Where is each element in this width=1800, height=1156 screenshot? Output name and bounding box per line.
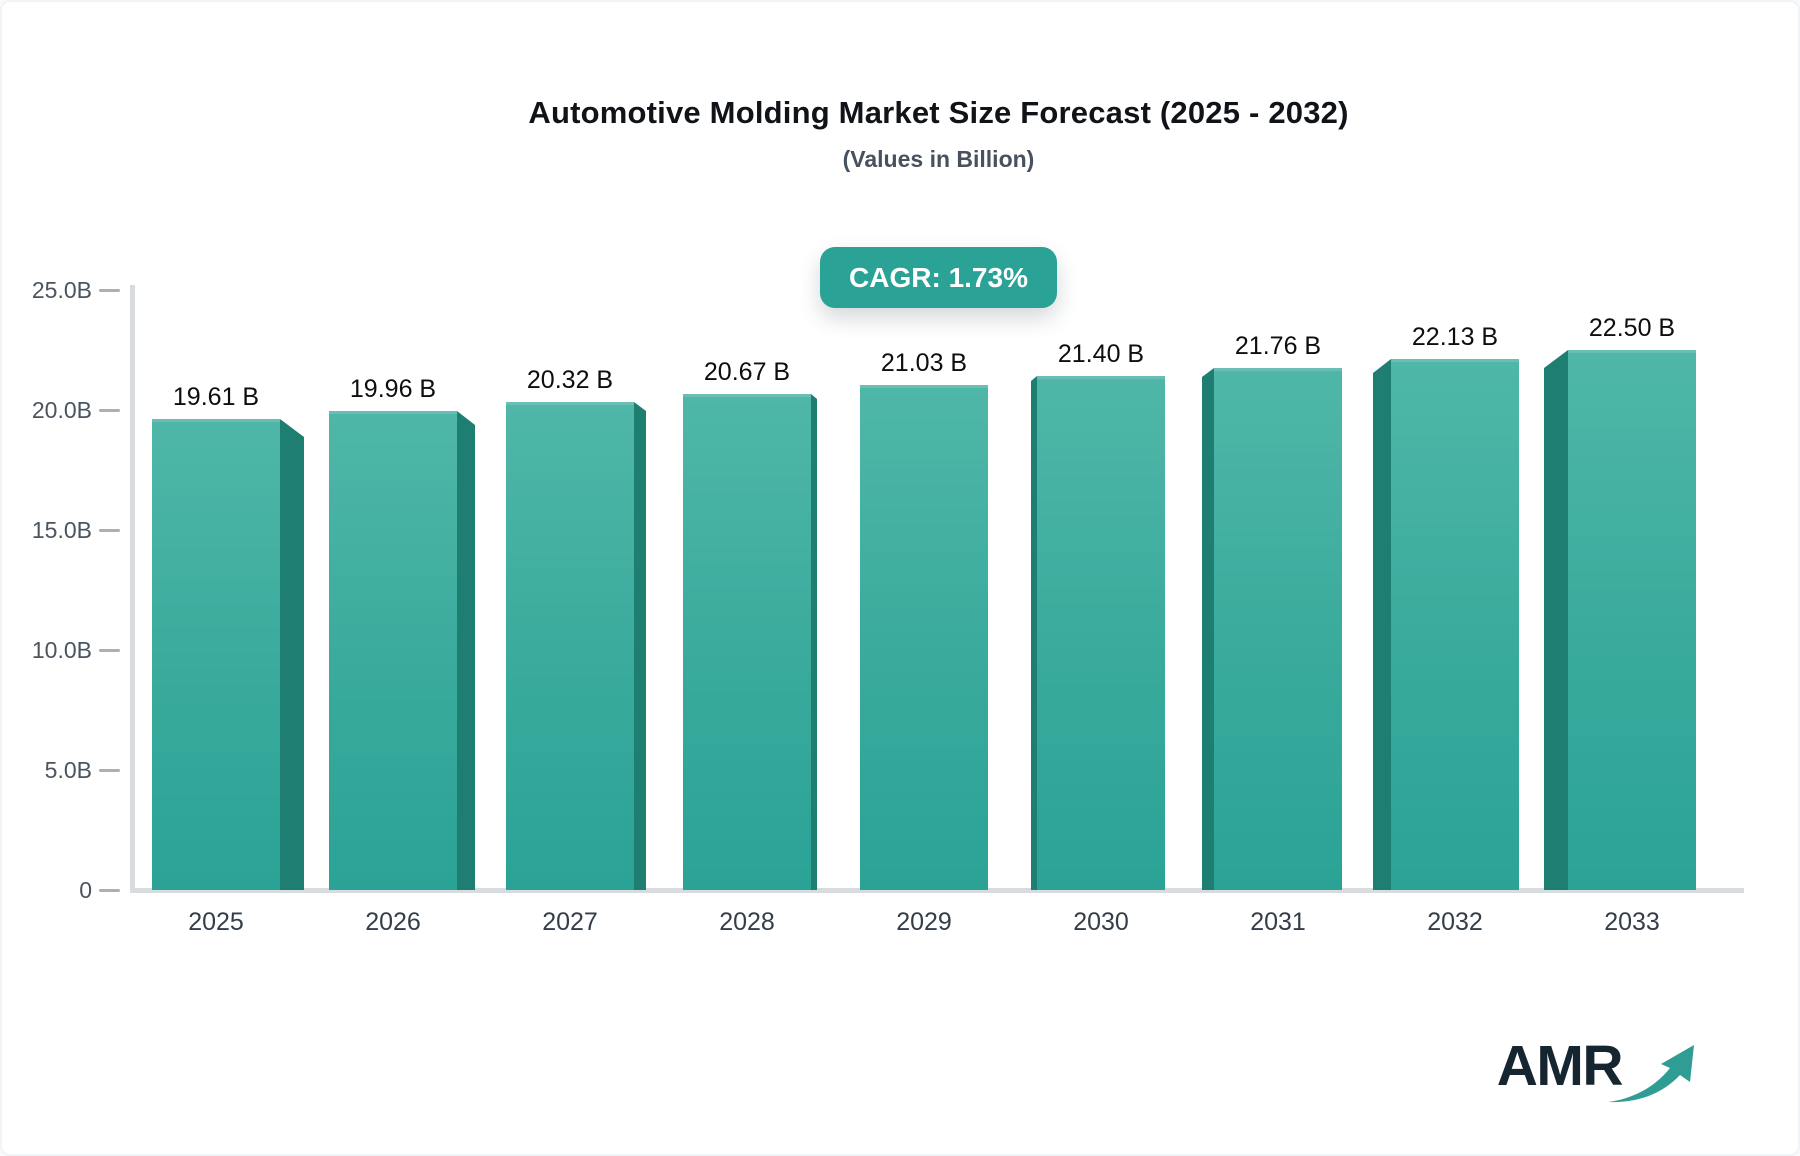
bar-value-label: 19.96 B — [349, 375, 437, 403]
x-axis-label: 2025 — [188, 908, 244, 936]
y-axis-tick-label: 5.0B — [44, 757, 92, 783]
y-axis-tick-mark — [99, 409, 120, 412]
y-axis-tick-label: 0 — [79, 877, 92, 903]
chart-subtitle: (Values in Billion) — [842, 146, 1035, 172]
x-axis-label: 2027 — [542, 908, 598, 936]
bar-value-label: 21.03 B — [880, 349, 968, 377]
bar-side-shade — [1544, 350, 1568, 890]
y-axis-tick-mark — [99, 289, 120, 292]
brand-logo-text: AMR — [1496, 1034, 1624, 1098]
x-axis-label: 2026 — [365, 908, 421, 936]
bar-side-shade — [1202, 368, 1214, 890]
bar-side-shade — [811, 394, 817, 890]
y-axis-tick-mark — [99, 889, 120, 892]
bar — [1037, 376, 1165, 890]
brand-logo: AMR — [1497, 1036, 1702, 1108]
bar-value-label: 21.40 B — [1057, 340, 1145, 368]
x-axis-label: 2032 — [1427, 908, 1483, 936]
bar — [1391, 359, 1519, 890]
bar — [683, 394, 811, 890]
chart-title: Automotive Molding Market Size Forecast … — [528, 95, 1349, 130]
bar-value-label: 19.61 B — [172, 383, 260, 411]
bar-side-shade — [1031, 376, 1037, 890]
x-axis-label: 2029 — [896, 908, 952, 936]
bar-value-label: 22.50 B — [1588, 314, 1676, 342]
bar — [506, 402, 634, 890]
bar-value-label: 21.76 B — [1234, 332, 1322, 360]
bar-value-label: 20.67 B — [703, 358, 791, 386]
bar — [152, 419, 280, 890]
y-axis-tick-label: 10.0B — [31, 637, 92, 663]
bar-side-shade — [280, 419, 304, 890]
cagr-badge: CAGR: 1.73% — [820, 247, 1057, 308]
bar-value-label: 22.13 B — [1411, 323, 1499, 351]
y-axis-tick-mark — [99, 649, 120, 652]
y-axis-tick-label: 20.0B — [31, 397, 92, 423]
bar — [860, 385, 988, 890]
bar-side-shade — [1373, 359, 1391, 890]
bar — [1214, 368, 1342, 890]
bar-side-shade — [457, 411, 475, 890]
chart-header: Automotive Molding Market Size Forecast … — [133, 94, 1744, 308]
y-axis-tick-label: 15.0B — [31, 517, 92, 543]
bar-side-shade — [634, 402, 646, 890]
y-axis-tick-mark — [99, 529, 120, 532]
x-axis-label: 2030 — [1073, 908, 1129, 936]
x-axis-label: 2033 — [1604, 908, 1660, 936]
bar — [1568, 350, 1696, 890]
growth-arrow-icon — [1608, 1045, 1694, 1103]
x-axis-line — [130, 888, 1744, 893]
bar — [329, 411, 457, 890]
y-axis-tick-mark — [99, 769, 120, 772]
x-axis-label: 2031 — [1250, 908, 1306, 936]
y-axis-tick-label: 25.0B — [31, 277, 92, 303]
bar-value-label: 20.32 B — [526, 366, 614, 394]
x-axis-label: 2028 — [719, 908, 775, 936]
y-axis-line — [130, 285, 135, 893]
